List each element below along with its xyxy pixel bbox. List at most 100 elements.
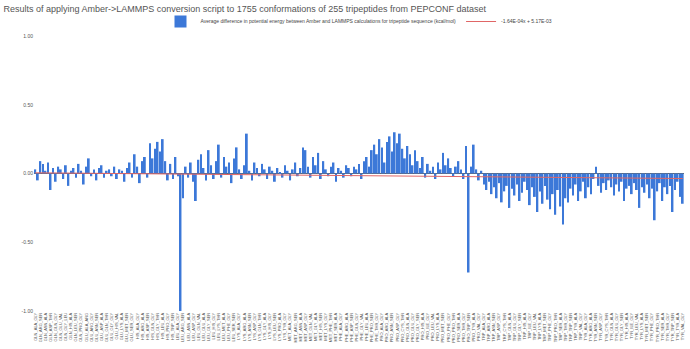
svg-text:MET_ASN_ALA: MET_ASN_ALA [298,312,303,341]
svg-text:PHE_GLN_GLY: PHE_GLN_GLY [354,312,359,341]
svg-text:TYR_ARG_ALA: TYR_ARG_ALA [588,312,593,341]
svg-text:PRO_TYR_ALA: PRO_TYR_ALA [471,312,476,341]
svg-text:PRO_MET_SER: PRO_MET_SER [440,313,445,343]
svg-text:PHE_THR_GLY: PHE_THR_GLY [374,312,379,341]
svg-text:GLU_ASN_SER: GLU_ASN_SER [94,313,99,342]
svg-text:PHE_ALA_GLY: PHE_ALA_GLY [338,312,343,340]
svg-text:TYR_PRO_THR: TYR_PRO_THR [655,313,660,342]
svg-text:GLN_LEU_SER: GLN_LEU_SER [73,313,78,342]
svg-text:HIS_ARG_ALA: HIS_ARG_ALA [140,312,145,340]
svg-text:TRP_ILE_GLY: TRP_ILE_GLY [527,312,532,338]
svg-text:HIS_ALA_GLY: HIS_ALA_GLY [135,312,140,339]
svg-text:TRP_PHE_GLY: TRP_PHE_GLY [547,312,552,341]
svg-text:LYS_ASN_SER: LYS_ASN_SER [247,313,252,341]
svg-text:0.50: 0.50 [23,102,33,108]
svg-text:LEU_LYS_THR: LEU_LYS_THR [216,313,221,341]
svg-text:PRO_VAL_GLY: PRO_VAL_GLY [476,312,481,340]
svg-text:GLN_PRO_GLY: GLN_PRO_GLY [78,312,83,341]
svg-text:GLU_SER_GLY: GLU_SER_GLY [129,312,134,341]
svg-text:GLN_ALA_GLY: GLN_ALA_GLY [33,312,38,340]
svg-text:MET_LYS_GLY: MET_LYS_GLY [323,312,328,340]
svg-text:PRO_HIS_ALA: PRO_HIS_ALA [420,312,425,340]
svg-text:GLU_MET_SER: GLU_MET_SER [124,313,129,342]
svg-text:TRP_PRO_THR: TRP_PRO_THR [553,313,558,342]
svg-text:GLN_ASN_ALA: GLN_ASN_ALA [43,312,48,341]
svg-text:TRP_GLN_ALA: TRP_GLN_ALA [507,312,512,341]
svg-text:GLN_GLN_GLY: GLN_GLN_GLY [53,312,58,341]
svg-text:-1.64E-04x + 5.17E-03: -1.64E-04x + 5.17E-03 [501,18,552,24]
svg-text:GLN_HIS_ALA: GLN_HIS_ALA [68,312,73,339]
svg-text:TYR_TRP_SER: TYR_TRP_SER [670,313,675,342]
svg-text:TYR_MET_SER: TYR_MET_SER [644,313,649,342]
svg-text:HIS_LEU_ALA: HIS_LEU_ALA [160,312,165,339]
svg-text:TRP_ARG_ALA: TRP_ARG_ALA [486,312,491,341]
svg-text:TYR_LYS_ALA: TYR_LYS_ALA [639,312,644,340]
svg-text:TRP_ALA_GLY: TRP_ALA_GLY [481,312,486,340]
svg-text:TYR_ASN_SER: TYR_ASN_SER [593,313,598,342]
svg-text:MET_ASP_GLY: MET_ASP_GLY [303,312,308,341]
svg-text:TRP_HIS_ALA: TRP_HIS_ALA [522,312,527,339]
svg-text:TRP_GLU_GLY: TRP_GLU_GLY [512,312,517,341]
svg-text:PRO_ARG_ALA: PRO_ARG_ALA [384,312,389,342]
svg-text:TRP_ASP_GLY: TRP_ASP_GLY [497,312,502,340]
svg-text:GLU_ARG_GLY: GLU_ARG_GLY [89,312,94,341]
svg-text:PHE_LEU_ALA: PHE_LEU_ALA [364,312,369,340]
svg-text:TRP_CYS_THR: TRP_CYS_THR [502,313,507,342]
svg-text:LYS_HIS_GLY: LYS_HIS_GLY [267,312,272,338]
svg-text:TYR_SER_ALA: TYR_SER_ALA [660,312,665,341]
svg-text:GLN_ARG_SER: GLN_ARG_SER [38,313,43,343]
svg-text:LEU_ASN_ALA: LEU_ASN_ALA [186,312,191,340]
svg-text:TYR_CYS_THR: TYR_CYS_THR [604,313,609,342]
svg-text:1.00: 1.00 [23,33,33,39]
svg-text:MET_GLN_VAL: MET_GLN_VAL [308,312,313,341]
svg-text:GLU_ALA_ARG: GLU_ALA_ARG [84,313,89,342]
svg-text:PHE_GLY_VAL: PHE_GLY_VAL [359,312,364,340]
svg-text:PRO_LEU_VAL: PRO_LEU_VAL [430,312,435,341]
svg-text:LYS_ARG_ALA: LYS_ARG_ALA [242,312,247,340]
svg-text:PRO_ALA_GLY: PRO_ALA_GLY [379,312,384,341]
svg-text:MET_PHE_THR: MET_PHE_THR [328,313,333,342]
svg-text:PRO_ILE_GLY: PRO_ILE_GLY [425,312,430,339]
svg-text:TYR_GLY_SER: TYR_GLY_SER [619,313,624,341]
svg-text:PRO_SER_ALA: PRO_SER_ALA [456,312,461,341]
svg-text:LEU_GLN_VAL: LEU_GLN_VAL [196,312,201,340]
svg-text:GLU_LYS_ALA: GLU_LYS_ALA [119,312,124,340]
svg-text:HIS_PRO_GLY: HIS_PRO_GLY [165,312,170,340]
svg-text:GLU_ASP_ALA: GLU_ASP_ALA [99,312,104,341]
svg-text:MET_ARG_SER: MET_ARG_SER [293,313,298,343]
svg-text:LYS_LEU_SER: LYS_LEU_SER [272,313,277,341]
svg-text:TRP_MET_SER: TRP_MET_SER [542,313,547,342]
svg-text:LYS_GLN_THR: LYS_GLN_THR [257,313,262,341]
svg-text:HIS_GLN_GLY: HIS_GLN_GLY [150,312,155,339]
svg-text:GLN_ASP_THR: GLN_ASP_THR [48,313,53,342]
svg-text:PRO_PRO_THR: PRO_PRO_THR [451,313,456,343]
svg-text:LEU_MET_ALA: LEU_MET_ALA [221,312,226,341]
svg-text:PRO_GLY_SER: PRO_GLY_SER [415,313,420,342]
svg-text:PRO_PHE_GLY: PRO_PHE_GLY [446,312,451,341]
svg-text:LYS_ALA_GLY: LYS_ALA_GLY [237,312,242,339]
svg-text:LEU_PHE_GLY: LEU_PHE_GLY [226,312,231,340]
svg-text:PRO_ASN_SER: PRO_ASN_SER [389,313,394,343]
svg-text:Average difference in potentia: Average difference in potential energy b… [201,18,457,24]
svg-text:TYR_TYR_ALA: TYR_TYR_ALA [675,312,680,340]
svg-text:TYR_LEU_VAL: TYR_LEU_VAL [634,312,639,340]
svg-text:PHE_ASP_SER: PHE_ASP_SER [349,313,354,342]
svg-text:LEU_ASP_GLY: LEU_ASP_GLY [191,312,196,340]
svg-text:PRO_TRP_SER: PRO_TRP_SER [466,313,471,342]
svg-text:TRP_ASN_SER: TRP_ASN_SER [491,313,496,342]
svg-text:TRP_THR_GLY: TRP_THR_GLY [563,312,568,341]
svg-text:TYR_THR_GLY: TYR_THR_GLY [665,312,670,341]
svg-text:TYR_GLU_GLY: TYR_GLU_GLY [614,312,619,341]
svg-text:PRO_GLU_GLY: PRO_GLU_GLY [410,312,415,341]
svg-text:TYR_PHE_GLY: TYR_PHE_GLY [649,312,654,341]
svg-text:GLN_GLU_VAL: GLN_GLU_VAL [58,312,63,341]
svg-text:MET_GLY_ALA: MET_GLY_ALA [313,312,318,340]
svg-text:Results of applying Amber->LAM: Results of applying Amber->LAMMPS conver… [3,4,486,14]
svg-text:TYR_ALA_GLY: TYR_ALA_GLY [583,312,588,340]
svg-text:TRP_VAL_GLY: TRP_VAL_GLY [578,312,583,340]
svg-text:LYS_GLY_ALA: LYS_GLY_ALA [262,312,267,339]
svg-text:HIS_TRP_SER: HIS_TRP_SER [170,313,175,340]
svg-text:PRO_CYS_THR: PRO_CYS_THR [400,313,405,343]
svg-text:TRP_GLY_SER: TRP_GLY_SER [517,313,522,341]
svg-text:-0.50: -0.50 [22,239,34,245]
